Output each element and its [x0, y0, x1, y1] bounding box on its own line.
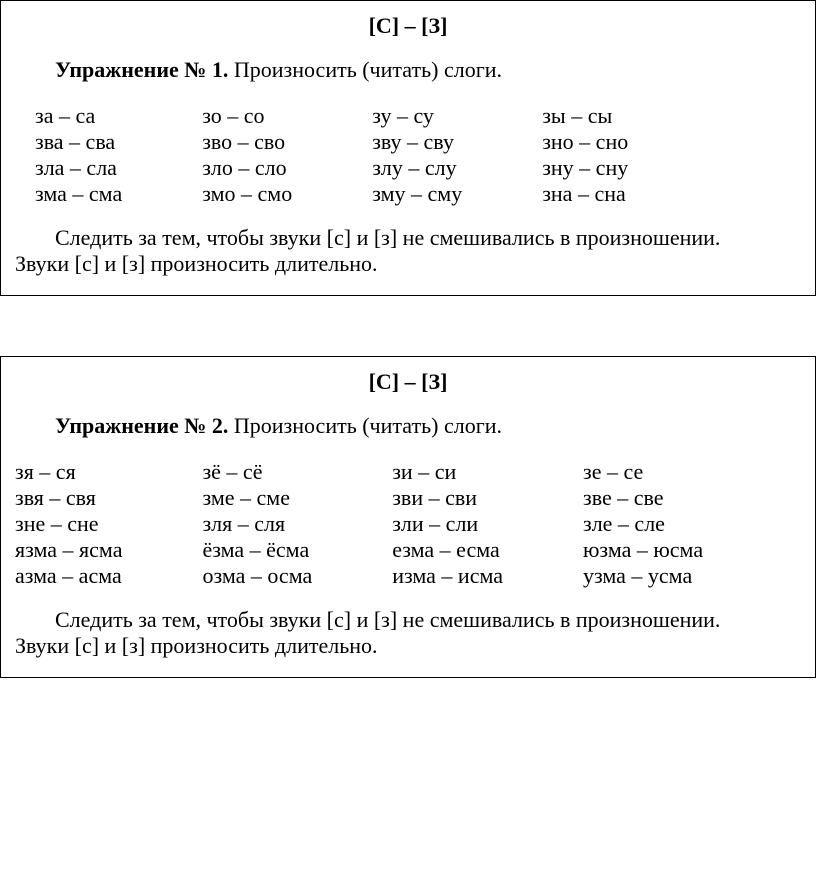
exercise-1-title-rest: Произносить (читать) слоги. [228, 57, 502, 82]
syllable-cell: зи – си [392, 459, 583, 485]
table-row: зла – сла зло – сло злу – слу зну – сну [35, 155, 628, 181]
syllable-cell: зне – сне [15, 511, 202, 537]
syllable-cell: езма – есма [392, 537, 583, 563]
syllable-cell: зму – сму [372, 181, 542, 207]
syllable-cell: зме – сме [202, 485, 392, 511]
table-row: зма – сма змо – смо зму – сму зна – сна [35, 181, 628, 207]
syllable-cell: зви – сви [392, 485, 583, 511]
table-row: за – са зо – со зу – су зы – сы [35, 103, 628, 129]
syllable-cell: зле – сле [583, 511, 703, 537]
syllable-cell: озма – осма [202, 563, 392, 589]
exercise-2-box: [С] – [З] Упражнение № 2. Произносить (ч… [0, 356, 816, 678]
table-row: зя – ся зё – сё зи – си зе – се [15, 459, 703, 485]
syllable-cell: зве – све [583, 485, 703, 511]
syllable-cell: зла – сла [35, 155, 202, 181]
syllable-cell: зну – сну [542, 155, 628, 181]
exercise-2-title-bold: Упражнение № 2. [55, 413, 228, 438]
table-row: зне – сне зля – сля зли – сли зле – сле [15, 511, 703, 537]
syllable-cell: зо – со [202, 103, 372, 129]
syllable-cell: узма – усма [583, 563, 703, 589]
syllable-cell: зма – сма [35, 181, 202, 207]
exercise-1-box: [С] – [З] Упражнение № 1. Произносить (ч… [0, 0, 816, 296]
exercise-2-title-rest: Произносить (читать) слоги. [228, 413, 502, 438]
exercise-2-syllable-table: зя – ся зё – сё зи – си зе – се звя – св… [15, 459, 703, 589]
exercise-2-title: Упражнение № 2. Произносить (читать) сло… [55, 413, 801, 439]
syllable-cell: зля – сля [202, 511, 392, 537]
syllable-cell: зво – сво [202, 129, 372, 155]
exercise-1-header: [С] – [З] [15, 13, 801, 39]
exercise-2-note-line1: Следить за тем, чтобы звуки [с] и [з] не… [55, 607, 720, 632]
syllable-cell: зло – сло [202, 155, 372, 181]
exercise-2-note-line2: Звуки [с] и [з] произносить длительно. [15, 633, 378, 658]
syllable-cell: зы – сы [542, 103, 628, 129]
exercise-1-note-line2: Звуки [с] и [з] произносить длительно. [15, 251, 378, 276]
table-row: азма – асма озма – осма изма – исма узма… [15, 563, 703, 589]
table-row: зва – сва зво – сво зву – сву зно – сно [35, 129, 628, 155]
table-row: звя – свя зме – сме зви – сви зве – све [15, 485, 703, 511]
syllable-cell: юзма – юсма [583, 537, 703, 563]
syllable-cell: зва – сва [35, 129, 202, 155]
syllable-cell: ёзма – ёсма [202, 537, 392, 563]
syllable-cell: зу – су [372, 103, 542, 129]
syllable-cell: злу – слу [372, 155, 542, 181]
syllable-cell: зё – сё [202, 459, 392, 485]
syllable-cell: зя – ся [15, 459, 202, 485]
syllable-cell: зе – се [583, 459, 703, 485]
syllable-cell: зна – сна [542, 181, 628, 207]
exercise-2-note: Следить за тем, чтобы звуки [с] и [з] не… [15, 607, 801, 659]
exercise-1-title-bold: Упражнение № 1. [55, 57, 228, 82]
syllable-cell: зно – сно [542, 129, 628, 155]
exercise-1-syllable-table: за – са зо – со зу – су зы – сы зва – св… [35, 103, 628, 207]
table-row: язма – ясма ёзма – ёсма езма – есма юзма… [15, 537, 703, 563]
exercise-1-note-line1: Следить за тем, чтобы звуки [с] и [з] не… [55, 225, 720, 250]
syllable-cell: язма – ясма [15, 537, 202, 563]
exercise-2-header: [С] – [З] [15, 369, 801, 395]
syllable-cell: зли – сли [392, 511, 583, 537]
exercise-1-note: Следить за тем, чтобы звуки [с] и [з] не… [15, 225, 801, 277]
syllable-cell: изма – исма [392, 563, 583, 589]
spacer [0, 296, 816, 356]
syllable-cell: за – са [35, 103, 202, 129]
syllable-cell: змо – смо [202, 181, 372, 207]
exercise-1-title: Упражнение № 1. Произносить (читать) сло… [55, 57, 801, 83]
syllable-cell: азма – асма [15, 563, 202, 589]
syllable-cell: зву – сву [372, 129, 542, 155]
syllable-cell: звя – свя [15, 485, 202, 511]
